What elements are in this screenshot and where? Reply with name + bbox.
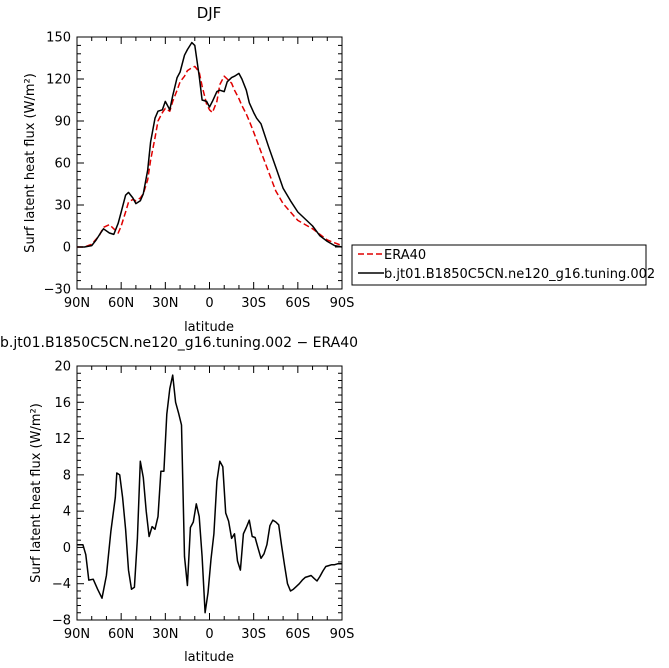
top-plot-frame	[76, 36, 343, 290]
y-tick-label: 20	[54, 360, 71, 375]
x-tick-label: 60S	[285, 627, 310, 642]
y-tick-label: 8	[63, 468, 71, 483]
y-tick-label: −8	[52, 614, 71, 629]
bottom-y-axis-label: Surf latent heat flux (W/m²)	[29, 403, 44, 583]
legend: ERA40 b.jt01.B1850C5CN.ne120_g16.tuning.…	[351, 244, 655, 286]
y-tick-label: 0	[63, 241, 71, 256]
top-x-axis: 90N 60N 30N 0 30S 60S 90S	[64, 37, 355, 311]
y-tick-label: 0	[63, 541, 71, 556]
y-tick-label: 90	[54, 115, 71, 130]
x-tick-label: 60S	[285, 296, 310, 311]
y-tick-label: −4	[52, 577, 71, 592]
legend-model-label: b.jt01.B1850C5CN.ne120_g16.tuning.002	[384, 267, 655, 282]
bottom-series-lines	[77, 374, 342, 614]
y-tick-label: 12	[54, 432, 71, 447]
bottom-y-axis: −8 −4 0 4 8 12 16 20	[52, 360, 342, 629]
x-tick-label: 0	[205, 627, 213, 642]
x-tick-label: 90N	[64, 627, 90, 642]
x-tick-label: 30N	[152, 627, 178, 642]
top-chart-title: DJF	[197, 4, 222, 22]
difference-series-line	[77, 374, 342, 614]
x-tick-label: 60N	[108, 627, 134, 642]
bottom-chart-title: b.jt01.B1850C5CN.ne120_g16.tuning.002 − …	[0, 335, 358, 351]
x-tick-label: 0	[205, 296, 213, 311]
bottom-x-axis: 90N 60N 30N 0 30S 60S 90S	[64, 366, 355, 642]
top-x-axis-label: latitude	[184, 320, 234, 335]
legend-box	[351, 244, 647, 286]
x-tick-label: 30S	[241, 296, 266, 311]
bottom-x-axis-label: latitude	[184, 650, 234, 665]
model-series-line	[77, 41, 343, 248]
y-tick-label: 16	[54, 396, 71, 411]
y-tick-label: 30	[54, 199, 71, 214]
top-chart-panel: DJF −30 0 30 60 90 120 150 90N 60N 30N 0 30S 60S 90S…	[23, 4, 354, 335]
legend-era40-label: ERA40	[384, 248, 426, 263]
x-tick-label: 90S	[330, 627, 355, 642]
y-tick-label: −30	[44, 283, 71, 298]
era40-series-line	[77, 65, 343, 248]
x-tick-label: 60N	[108, 296, 134, 311]
x-tick-label: 90N	[64, 296, 90, 311]
y-tick-label: 150	[46, 31, 71, 46]
bottom-chart-panel: b.jt01.B1850C5CN.ne120_g16.tuning.002 − …	[0, 335, 358, 665]
top-series-lines	[77, 41, 343, 248]
x-tick-label: 30S	[241, 627, 266, 642]
top-y-axis-label: Surf latent heat flux (W/m²)	[23, 73, 38, 253]
y-tick-label: 60	[54, 157, 71, 172]
x-tick-label: 90S	[330, 296, 355, 311]
x-tick-label: 30N	[152, 296, 178, 311]
y-tick-label: 120	[46, 73, 71, 88]
y-tick-label: 4	[63, 505, 71, 520]
top-y-axis: −30 0 30 60 90 120 150	[44, 31, 342, 298]
